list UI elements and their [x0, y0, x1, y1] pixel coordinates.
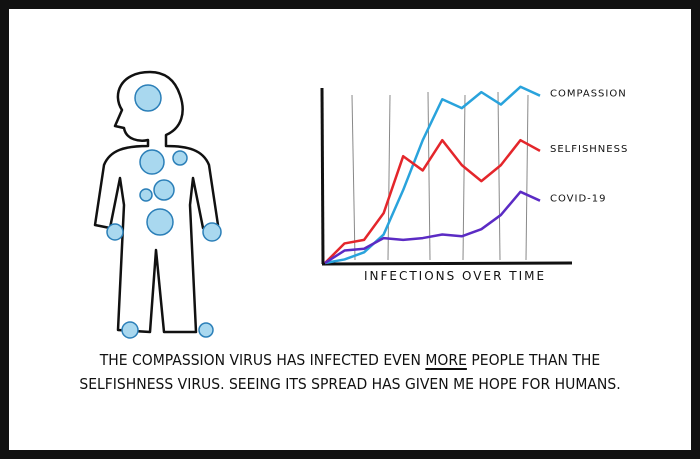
caption-emphasis: MORE — [425, 351, 467, 369]
caption-text: SELFISHNESS VIRUS. SEEING ITS SPREAD HAS… — [79, 375, 621, 393]
person — [93, 70, 220, 334]
virus-icons — [106, 84, 222, 339]
series-line — [324, 85, 541, 265]
axes — [320, 87, 573, 266]
series-label: SELFISHNESS — [550, 144, 628, 155]
series-label: COVID-19 — [550, 194, 607, 205]
caption: THE COMPASSION VIRUS HAS INFECTED EVEN M… — [35, 348, 665, 396]
series-line — [324, 138, 541, 264]
caption-text: PEOPLE THAN THE — [471, 351, 601, 369]
series-line — [324, 190, 541, 265]
sketch-lines — [351, 91, 529, 261]
x-axis-label: INFECTIONS OVER TIME — [364, 269, 546, 283]
caption-text: THE COMPASSION VIRUS HAS INFECTED EVEN — [99, 351, 421, 369]
series-label: COMPASSION — [550, 89, 627, 100]
